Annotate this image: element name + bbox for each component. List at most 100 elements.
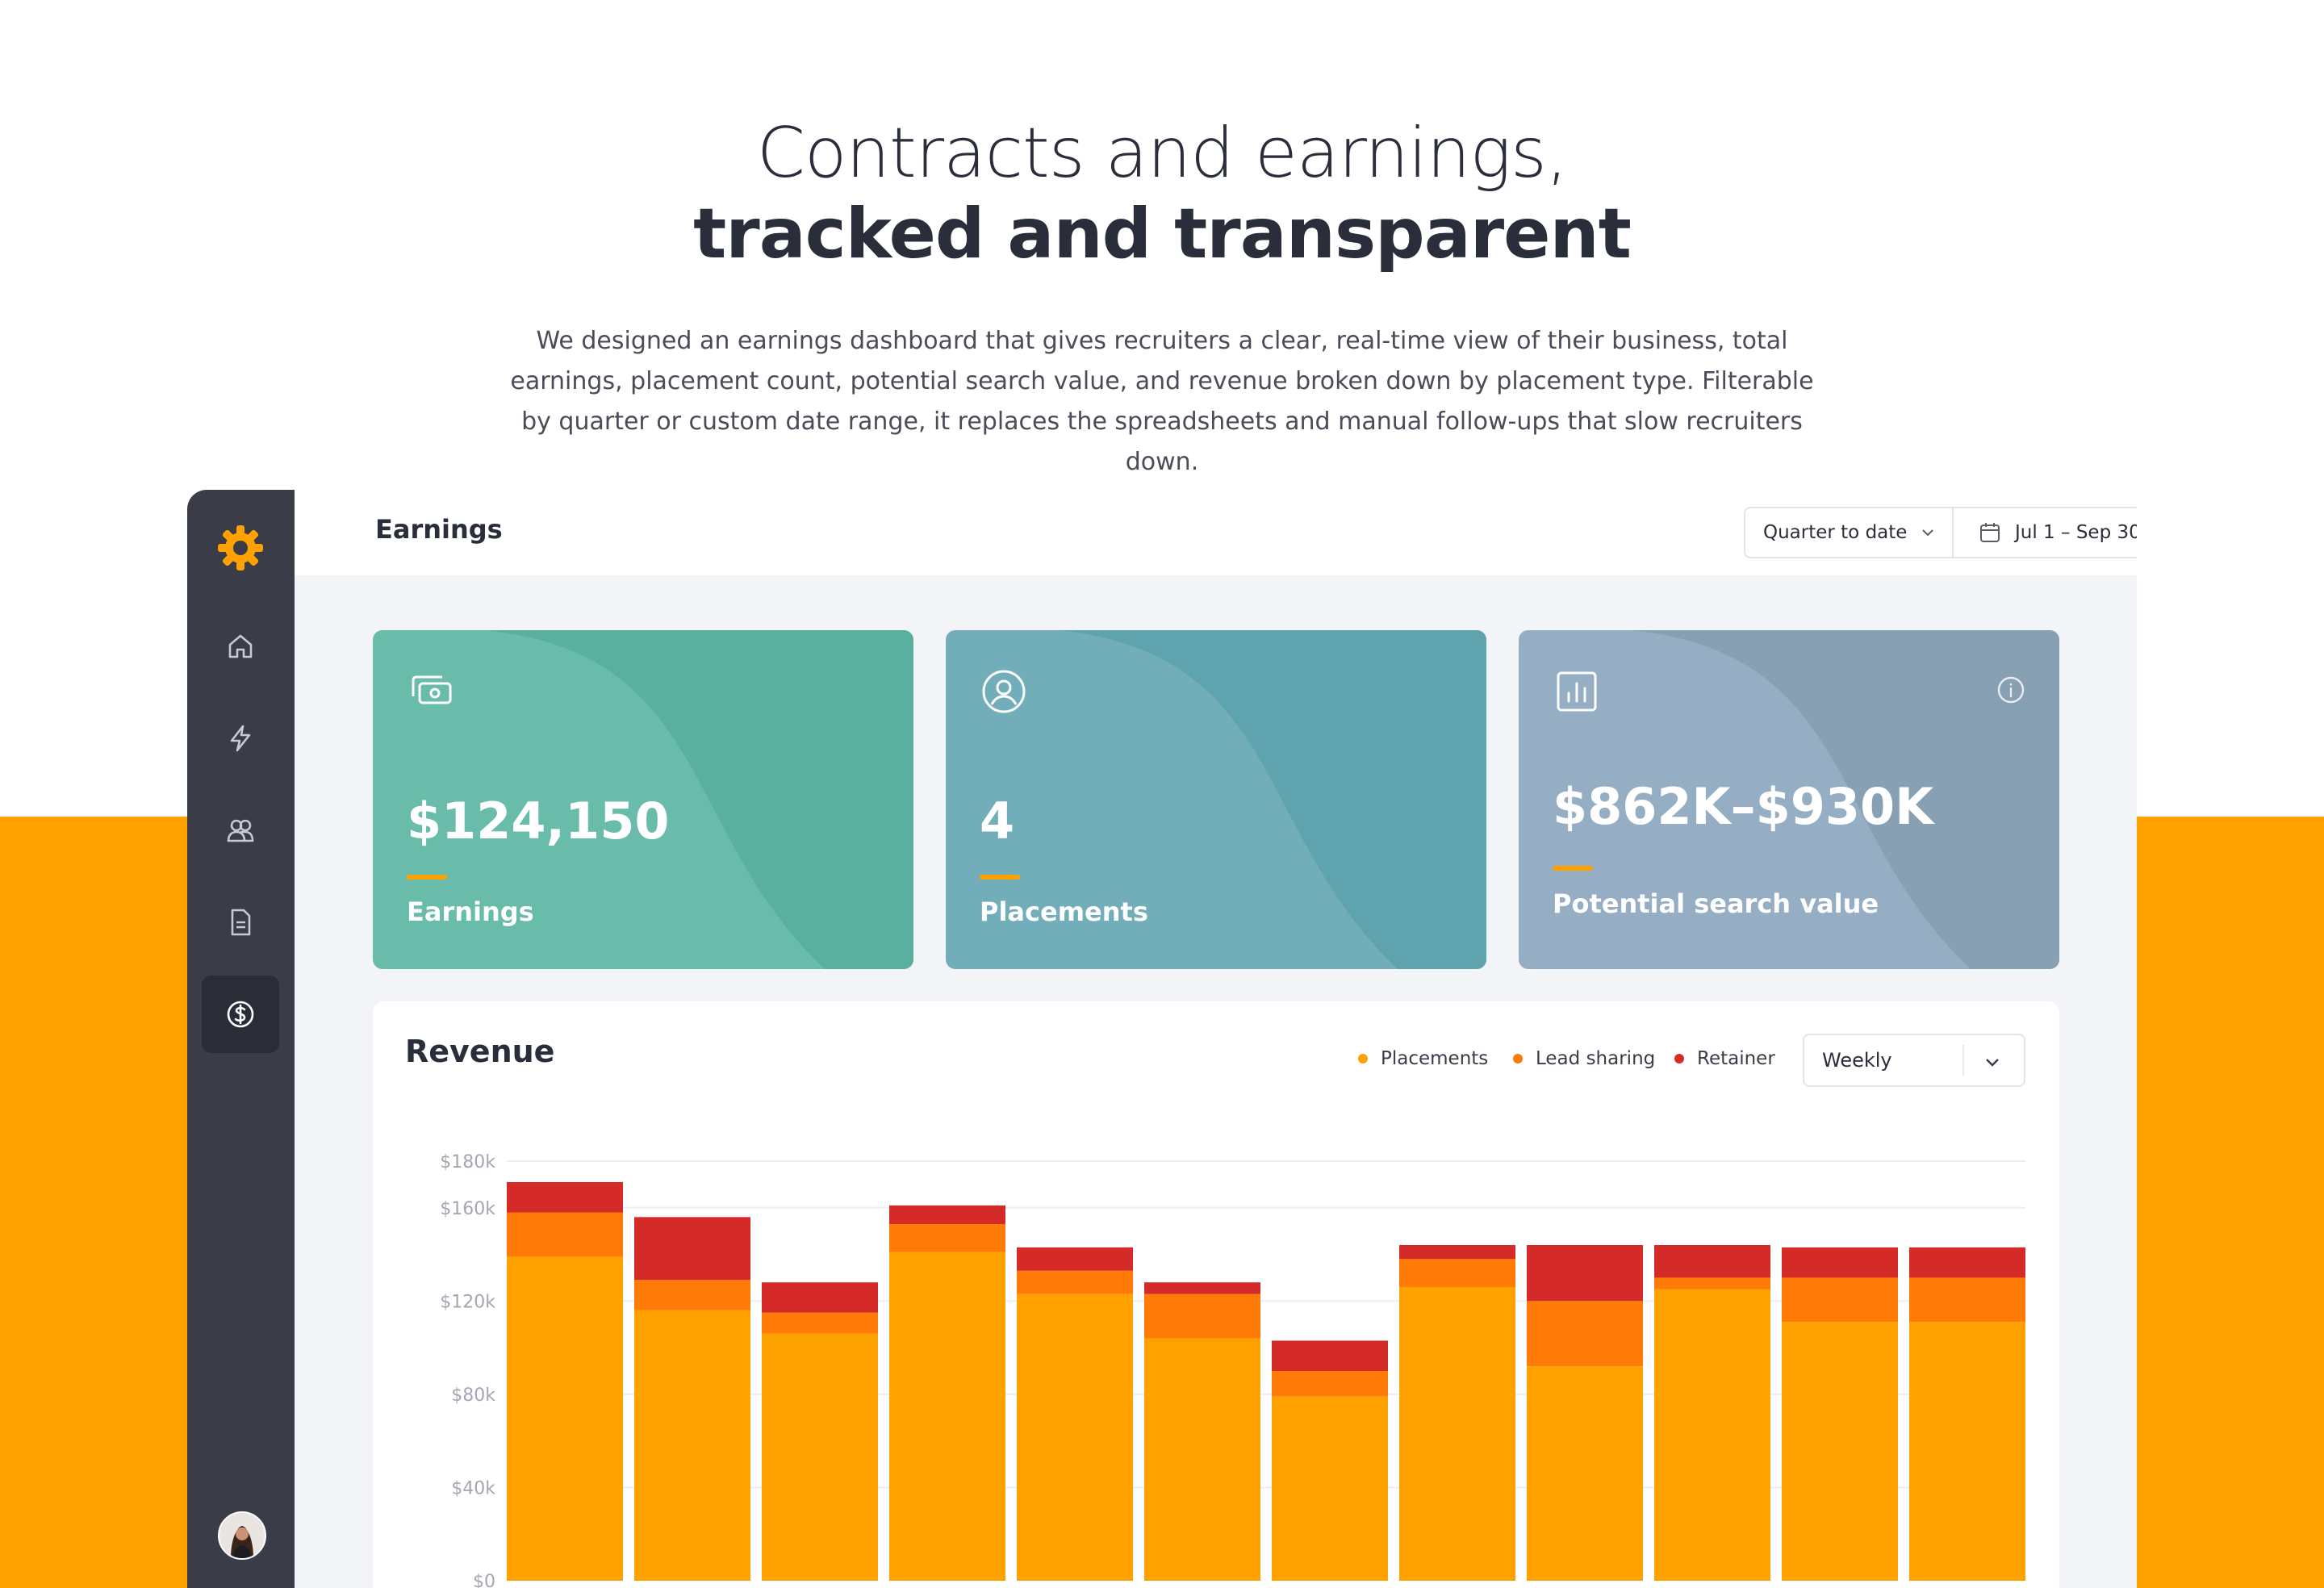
legend-dot xyxy=(1674,1054,1684,1064)
calendar-icon xyxy=(1980,523,2000,542)
date-range-picker[interactable]: Jul 1 – Sep 30 xyxy=(1952,507,2137,558)
user-circle-icon xyxy=(982,670,1026,713)
legend-label: Retainer xyxy=(1697,1048,1775,1069)
bar-segment-retainer[interactable] xyxy=(634,1217,750,1281)
page-title: Earnings xyxy=(375,514,503,545)
info-icon[interactable] xyxy=(1996,675,2025,704)
revenue-chart: $0 $40k $80k $120k $160k $180k xyxy=(440,1152,2025,1588)
lightning-icon xyxy=(230,725,251,752)
bar-segment-retainer[interactable] xyxy=(1144,1282,1260,1294)
avatar-icon xyxy=(219,1513,265,1558)
interval-select-value: Weekly xyxy=(1822,1049,1892,1072)
home-icon xyxy=(228,634,253,658)
sidebar-item-home[interactable] xyxy=(202,608,279,685)
bar-segment-retainer[interactable] xyxy=(1017,1247,1133,1271)
sidebar-item-earnings[interactable] xyxy=(202,976,279,1053)
y-tick-label: $80k xyxy=(451,1385,495,1406)
bar-segment-retainer[interactable] xyxy=(1399,1245,1515,1260)
search-value-label: Potential search value xyxy=(1553,888,1879,919)
accent-bar xyxy=(1553,866,1593,871)
hero-heading: Contracts and earnings, tracked and tran… xyxy=(0,113,2324,274)
select-divider xyxy=(1962,1045,1964,1076)
sidebar-item-activity[interactable] xyxy=(202,700,279,777)
bar-segment-retainer[interactable] xyxy=(1909,1247,2025,1278)
hero-description: We designed an earnings dashboard that g… xyxy=(510,327,1814,476)
bar-segment-lead-sharing[interactable] xyxy=(1017,1270,1133,1294)
sidebar-item-candidates[interactable] xyxy=(202,792,279,869)
bar-segment-placements[interactable] xyxy=(1654,1289,1770,1581)
bar-segment-placements[interactable] xyxy=(762,1333,878,1581)
bar-segment-placements[interactable] xyxy=(1144,1338,1260,1581)
placements-label: Placements xyxy=(980,896,1148,927)
y-tick-label: $40k xyxy=(451,1478,495,1498)
accent-bar xyxy=(407,875,447,880)
bar-segment-placements[interactable] xyxy=(507,1256,623,1581)
bar-segment-placements[interactable] xyxy=(1527,1366,1643,1581)
card-wave-shape xyxy=(1059,630,1486,969)
dollar-icon xyxy=(227,1001,254,1028)
bar-segment-retainer[interactable] xyxy=(1782,1247,1898,1278)
bar-segment-placements[interactable] xyxy=(1909,1322,2025,1581)
y-tick-label: $0 xyxy=(473,1572,495,1588)
sidebar-item-documents[interactable] xyxy=(202,884,279,961)
placements-card: 4 Placements xyxy=(946,630,1486,969)
y-tick-label: $120k xyxy=(440,1292,495,1312)
bar-segment-lead-sharing[interactable] xyxy=(507,1212,623,1257)
card-wave-shape xyxy=(1632,630,2059,969)
search-value-card: $862K–$930K Potential search value xyxy=(1519,630,2059,969)
legend-item-retainer: Retainer xyxy=(1674,1048,1775,1069)
placements-value: 4 xyxy=(980,792,1015,850)
earnings-label: Earnings xyxy=(407,896,534,927)
earnings-card: $124,150 Earnings xyxy=(373,630,913,969)
accent-bar xyxy=(980,875,1020,880)
legend-dot xyxy=(1513,1054,1523,1064)
bar-segment-placements[interactable] xyxy=(634,1310,750,1581)
bar-segment-retainer[interactable] xyxy=(1272,1340,1388,1371)
bar-segment-lead-sharing[interactable] xyxy=(1654,1277,1770,1289)
users-icon xyxy=(227,819,254,842)
bar-segment-lead-sharing[interactable] xyxy=(1527,1301,1643,1367)
bar-segment-lead-sharing[interactable] xyxy=(1144,1293,1260,1339)
bar-segment-lead-sharing[interactable] xyxy=(1909,1277,2025,1323)
bar-segment-lead-sharing[interactable] xyxy=(889,1224,1005,1252)
card-wave-shape xyxy=(486,630,913,969)
revenue-title: Revenue xyxy=(405,1034,555,1069)
earnings-value: $124,150 xyxy=(407,792,670,850)
period-select-value: Quarter to date xyxy=(1763,522,1908,543)
chevron-down-icon xyxy=(1986,1059,1999,1067)
bar-segment-retainer[interactable] xyxy=(507,1182,623,1213)
bar-segment-retainer[interactable] xyxy=(1527,1245,1643,1302)
legend-item-placements: Placements xyxy=(1358,1048,1488,1069)
legend-dot xyxy=(1358,1054,1368,1064)
bar-segment-retainer[interactable] xyxy=(889,1205,1005,1224)
bar-segment-lead-sharing[interactable] xyxy=(1782,1277,1898,1323)
search-value-value: $862K–$930K xyxy=(1553,777,1934,836)
bar-segment-lead-sharing[interactable] xyxy=(1272,1371,1388,1397)
y-tick-label: $160k xyxy=(440,1199,495,1219)
legend-label: Lead sharing xyxy=(1536,1048,1656,1069)
period-select[interactable]: Quarter to date xyxy=(1744,507,1954,558)
legend-label: Placements xyxy=(1381,1048,1489,1069)
bar-segment-retainer[interactable] xyxy=(762,1282,878,1313)
bar-segment-placements[interactable] xyxy=(889,1252,1005,1581)
top-bar: Earnings Quarter to date Jul 1 – Sep 30 xyxy=(295,490,2137,575)
bar-segment-placements[interactable] xyxy=(1782,1322,1898,1581)
bar-segment-retainer[interactable] xyxy=(1654,1245,1770,1278)
bar-segment-lead-sharing[interactable] xyxy=(634,1280,750,1310)
bar-segment-lead-sharing[interactable] xyxy=(762,1312,878,1334)
bar-segment-placements[interactable] xyxy=(1272,1396,1388,1581)
bar-chart-icon xyxy=(1557,671,1597,712)
date-range-value: Jul 1 – Sep 30 xyxy=(2015,522,2137,543)
bar-segment-placements[interactable] xyxy=(1399,1287,1515,1581)
bar-segment-lead-sharing[interactable] xyxy=(1399,1259,1515,1287)
logo-icon xyxy=(218,525,263,570)
cash-icon xyxy=(412,675,452,704)
user-avatar[interactable] xyxy=(218,1511,266,1560)
bar-segment-placements[interactable] xyxy=(1017,1293,1133,1581)
hero-title-line2: tracked and transparent xyxy=(693,194,1632,274)
hero-title-line1: Contracts and earnings, xyxy=(756,113,1568,194)
interval-select[interactable]: Weekly xyxy=(1803,1034,2025,1087)
y-tick-label: $180k xyxy=(440,1152,495,1172)
chevron-down-icon xyxy=(1922,529,1933,537)
document-icon xyxy=(231,909,251,936)
